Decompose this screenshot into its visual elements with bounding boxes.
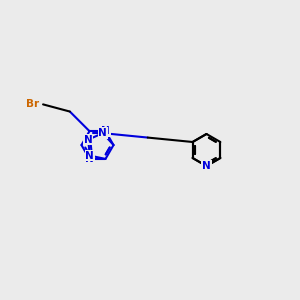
Text: N: N [85, 154, 94, 164]
Text: N: N [202, 161, 211, 171]
Text: Br: Br [26, 99, 39, 110]
Text: N: N [98, 128, 107, 138]
Text: N: N [101, 126, 110, 136]
Text: N: N [85, 151, 94, 160]
Text: N: N [84, 135, 92, 145]
